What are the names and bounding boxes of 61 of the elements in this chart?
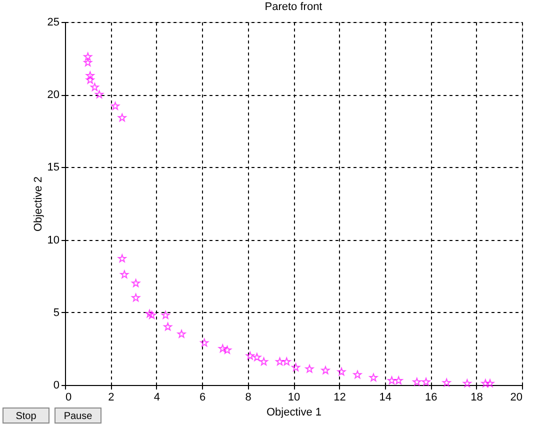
- y-tick-label: 10: [47, 234, 60, 246]
- point: [292, 363, 300, 372]
- y-tick-label: 25: [47, 16, 60, 28]
- point: [394, 376, 403, 384]
- x-tick-label: 0: [66, 392, 72, 404]
- point: [84, 52, 92, 60]
- point: [95, 90, 104, 98]
- point: [260, 357, 268, 366]
- x-tick-label: 18: [470, 392, 483, 404]
- point: [118, 254, 126, 262]
- point: [369, 373, 378, 382]
- point: [481, 379, 490, 388]
- point: [132, 278, 140, 287]
- point: [164, 322, 172, 331]
- point: [337, 368, 346, 376]
- point: [86, 76, 94, 84]
- point: [388, 376, 396, 384]
- y-axis-title: Objective 2: [32, 176, 44, 232]
- point: [486, 379, 494, 388]
- point: [252, 353, 262, 362]
- chart-title: Pareto front: [264, 1, 322, 13]
- point: [84, 58, 92, 66]
- point: [321, 366, 330, 374]
- point: [218, 344, 227, 352]
- point: [111, 102, 120, 110]
- point: [148, 310, 156, 319]
- x-tick-label: 14: [379, 392, 392, 404]
- point: [305, 364, 314, 373]
- point: [118, 113, 126, 122]
- point: [462, 379, 472, 388]
- point: [276, 357, 284, 366]
- point: [282, 357, 291, 366]
- point: [442, 378, 451, 386]
- x-tick-label: 2: [108, 392, 114, 404]
- point: [223, 346, 232, 354]
- text: Pause: [64, 411, 93, 422]
- y-tick-label: 15: [47, 162, 60, 174]
- x-tick-label: 10: [288, 392, 300, 404]
- x-tick-label: 6: [200, 392, 206, 404]
- point: [412, 378, 422, 386]
- x-tick-label: 16: [424, 392, 438, 404]
- point: [200, 338, 209, 347]
- text: Stop: [16, 411, 37, 422]
- y-tick-label: 0: [53, 380, 60, 392]
- x-tick-label: 20: [510, 392, 522, 404]
- point: [145, 309, 154, 318]
- point: [246, 352, 254, 360]
- point: [132, 294, 140, 302]
- x-tick-label: 12: [334, 392, 346, 404]
- point: [422, 378, 430, 386]
- point: [90, 82, 99, 91]
- point: [120, 270, 129, 278]
- point: [177, 330, 186, 338]
- x-axis-title: Objective 1: [266, 406, 322, 418]
- point: [353, 370, 362, 378]
- x-tick-label: 8: [245, 392, 252, 404]
- point: [86, 71, 94, 80]
- point: [161, 310, 170, 319]
- y-tick-label: 20: [47, 89, 60, 102]
- x-tick-label: 4: [154, 392, 160, 404]
- y-tick-label: 5: [53, 306, 60, 319]
